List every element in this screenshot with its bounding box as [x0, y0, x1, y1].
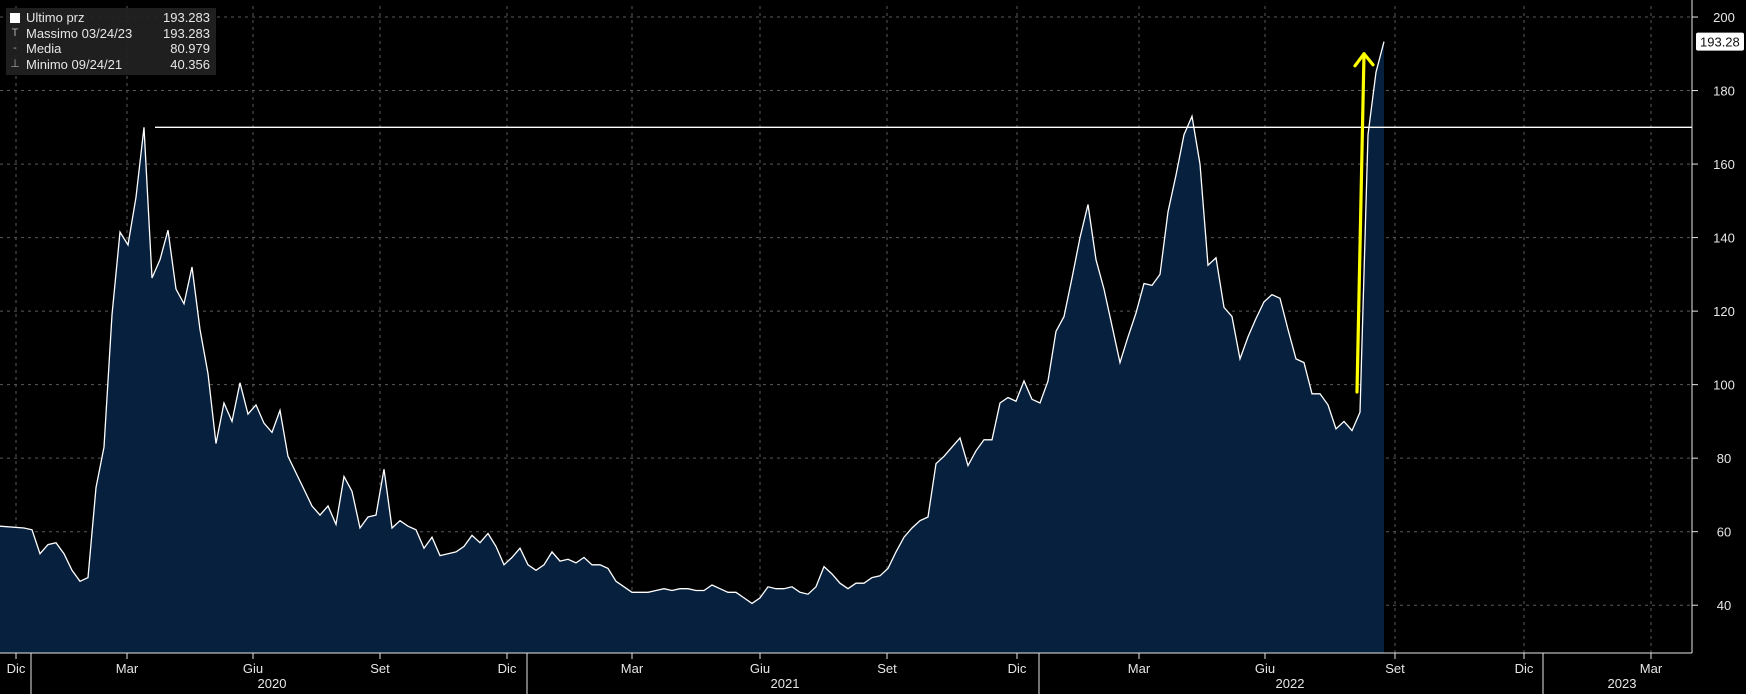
legend-item-last: Ultimo prz 193.283	[10, 10, 210, 26]
x-tick-label: Set	[1385, 661, 1405, 676]
x-tick-label: Mar	[1128, 661, 1151, 676]
arrow-head-icon	[1353, 52, 1375, 68]
y-tick-label: 200	[1713, 10, 1735, 25]
legend-label: Minimo 09/24/21	[26, 56, 123, 72]
legend-label: Media	[26, 41, 62, 56]
legend-item-average: - Media 80.979	[10, 41, 210, 57]
legend-value: 40.356	[170, 56, 210, 72]
last-price-badge	[1696, 32, 1744, 51]
y-tick-label: 140	[1713, 231, 1735, 246]
x-tick-label: Giu	[243, 661, 263, 676]
y-tick-label: 160	[1713, 157, 1735, 172]
yellow-arrow	[1355, 52, 1366, 394]
high-marker-icon: T	[11, 26, 19, 39]
x-tick-label: Mar	[621, 661, 644, 676]
x-tick-label: Dic	[7, 661, 26, 676]
legend-item-low: ⊥ Minimo 09/24/21 40.356	[10, 57, 210, 73]
x-tick-label: Set	[370, 661, 390, 676]
x-tick-label: Dic	[498, 661, 517, 676]
x-tick-label: Dic	[1008, 661, 1027, 676]
legend-item-high: T Massimo 03/24/23 193.283	[10, 26, 210, 42]
y-tick-label: 60	[1717, 525, 1731, 540]
legend-box: Ultimo prz 193.283 T Massimo 03/24/23 19…	[6, 8, 216, 75]
x-tick-label: Giu	[750, 661, 770, 676]
x-axis: Dic Mar Giu Set Dic Mar Giu Set Dic Mar Giu Set Dic M…	[0, 652, 1692, 694]
legend-value: 193.283	[163, 10, 210, 25]
x-tick-label: Giu	[1255, 661, 1275, 676]
year-label: 2022	[1276, 676, 1305, 691]
average-marker-icon: -	[13, 42, 17, 54]
price-area	[0, 41, 1384, 653]
y-tick-label: 80	[1717, 451, 1731, 466]
x-tick-label: Set	[877, 661, 897, 676]
price-line	[0, 41, 1385, 605]
low-marker-icon: ⊥	[10, 57, 20, 70]
legend-label: Ultimo prz	[26, 10, 85, 25]
legend-value: 193.283	[163, 25, 210, 41]
x-tick-label: Mar	[116, 661, 139, 676]
year-label: 2020	[258, 676, 287, 691]
year-label: 2021	[771, 676, 800, 691]
y-tick-label: 120	[1713, 304, 1735, 319]
y-tick-label: 100	[1713, 378, 1735, 393]
last-price-label: 193.28	[1696, 32, 1744, 51]
year-label: 2023	[1608, 676, 1637, 691]
y-tick-label: 180	[1713, 84, 1735, 99]
legend-value: 80.979	[170, 41, 210, 56]
last-price-value: 193.28	[1700, 35, 1740, 50]
y-tick-label: 40	[1717, 598, 1731, 613]
square-icon	[10, 12, 20, 23]
x-tick-label: Dic	[1515, 661, 1534, 676]
y-axis: 40 60 80 100 120 140 160 180 200	[1691, 0, 1735, 653]
legend-label: Massimo 03/24/23	[26, 25, 133, 41]
x-tick-label: Mar	[1640, 661, 1663, 676]
